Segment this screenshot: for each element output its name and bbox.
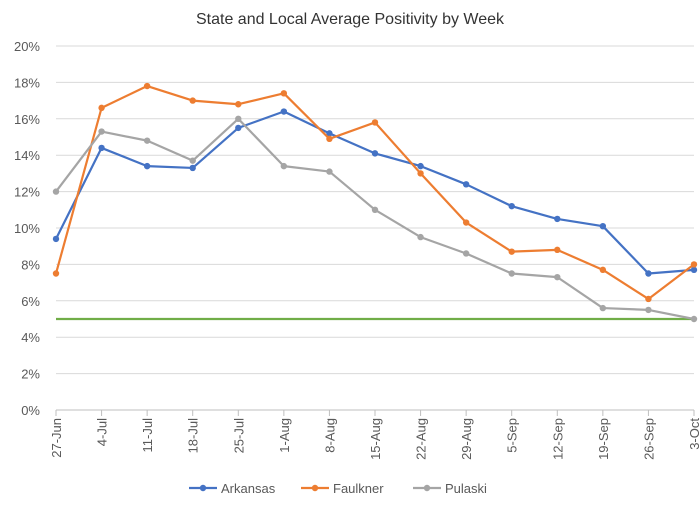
x-tick-label: 8-Aug — [322, 418, 337, 453]
data-point-pulaski — [326, 168, 333, 175]
data-point-faulkner — [462, 219, 470, 226]
data-point-pulaski — [98, 128, 105, 135]
gridlines — [56, 45, 694, 375]
y-tick-label: 12% — [14, 185, 40, 200]
data-point-pulaski — [143, 137, 151, 144]
legend: Arkansas Faulkner Pulaski — [189, 481, 487, 496]
data-point-faulkner — [417, 170, 424, 177]
data-point-arkansas — [690, 266, 698, 274]
data-point-arkansas — [462, 181, 470, 188]
x-tick-label: 26-Sep — [641, 418, 656, 460]
data-point-arkansas — [371, 150, 379, 157]
legend-marker-faulkner — [311, 484, 319, 492]
data-point-faulkner — [599, 266, 607, 274]
data-point-arkansas — [599, 222, 607, 230]
series-line-arkansas — [55, 110, 695, 275]
data-point-faulkner — [554, 246, 561, 254]
data-point-faulkner — [326, 135, 333, 143]
data-point-faulkner — [645, 295, 652, 303]
data-point-pulaski — [189, 157, 196, 164]
data-point-pulaski — [690, 315, 698, 323]
x-tick-label: 3-Oct — [687, 418, 700, 450]
data-point-pulaski — [599, 304, 607, 312]
data-point-faulkner — [508, 248, 515, 255]
data-point-arkansas — [189, 164, 196, 172]
legend-marker-pulaski — [423, 484, 431, 492]
data-point-arkansas — [326, 130, 333, 137]
data-point-pulaski — [554, 273, 561, 281]
axes: 0% 2% 4% 6% 8% 10% 12% 14% 16% 18% 20% 27-Jun 4-Jul 1… — [14, 39, 700, 460]
data-point-arkansas — [143, 162, 151, 170]
x-tick-label: 12-Sep — [550, 418, 565, 460]
x-tick-label: 19-Sep — [596, 418, 611, 460]
data-point-arkansas — [235, 124, 242, 132]
y-tick-label: 8% — [21, 257, 40, 272]
data-point-pulaski — [280, 162, 288, 170]
data-point-arkansas — [52, 235, 60, 243]
series-line-pulaski — [55, 117, 695, 321]
x-tick-label: 22-Aug — [414, 418, 429, 460]
y-tick-label: 20% — [14, 39, 40, 54]
data-point-faulkner — [280, 90, 288, 97]
x-tick-label: 5-Sep — [505, 418, 520, 453]
x-tick-label: 1-Aug — [277, 418, 292, 453]
data-point-pulaski — [462, 250, 470, 257]
data-point-arkansas — [280, 108, 288, 115]
data-point-pulaski — [371, 206, 379, 213]
y-tick-label: 14% — [14, 148, 40, 163]
data-point-arkansas — [417, 162, 424, 170]
y-tick-label: 10% — [14, 221, 40, 236]
data-point-faulkner — [235, 101, 242, 108]
y-tick-label: 16% — [14, 112, 40, 127]
x-tick-label: 18-Jul — [186, 418, 201, 454]
x-tick-label: 4-Jul — [95, 418, 110, 446]
data-point-pulaski — [417, 233, 424, 241]
data-point-faulkner — [143, 82, 151, 90]
series-group — [52, 82, 698, 323]
y-tick-label: 6% — [21, 294, 40, 309]
data-point-pulaski — [52, 188, 60, 195]
data-point-arkansas — [508, 202, 515, 210]
y-tick-label: 18% — [14, 75, 40, 90]
x-tick-label: 11-Jul — [140, 418, 155, 453]
legend-label: Pulaski — [445, 481, 487, 496]
data-point-faulkner — [371, 119, 379, 126]
data-point-pulaski — [645, 306, 652, 314]
legend-marker-arkansas — [199, 484, 207, 492]
data-point-arkansas — [554, 215, 561, 223]
data-point-pulaski — [508, 270, 515, 277]
x-tick-label: 27-Jun — [49, 418, 64, 458]
y-tick-label: 2% — [21, 367, 40, 382]
y-tick-label: 4% — [21, 330, 40, 345]
data-point-faulkner — [52, 270, 60, 277]
data-point-faulkner — [690, 261, 698, 268]
chart-title: State and Local Average Positivity by We… — [196, 11, 505, 28]
data-point-arkansas — [645, 270, 652, 277]
x-tick-label: 25-Jul — [231, 418, 246, 454]
data-point-pulaski — [235, 115, 242, 123]
x-tick-label: 29-Aug — [459, 418, 474, 460]
x-tick-label: 15-Aug — [368, 418, 383, 460]
data-point-faulkner — [189, 97, 196, 104]
series-line-faulkner — [54, 84, 695, 301]
legend-label: Faulkner — [333, 481, 384, 496]
legend-label: Arkansas — [221, 481, 276, 496]
data-point-faulkner — [98, 104, 105, 112]
data-point-arkansas — [98, 144, 105, 152]
y-tick-label: 0% — [21, 403, 40, 418]
